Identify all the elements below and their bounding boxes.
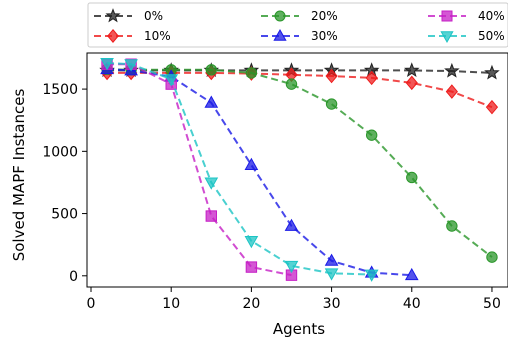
data-point <box>324 253 339 266</box>
data-point <box>245 261 258 273</box>
data-point <box>364 269 379 282</box>
y-tick-label: 0 <box>69 269 78 285</box>
series-line <box>106 61 372 276</box>
legend-marker <box>107 28 119 44</box>
data-point <box>445 84 458 99</box>
series-line <box>107 71 493 109</box>
data-point <box>325 68 338 84</box>
plot-frame <box>86 52 508 288</box>
series-40pct <box>101 58 298 281</box>
series-line <box>106 68 412 277</box>
data-point <box>486 251 498 263</box>
data-point <box>403 62 420 78</box>
legend-marker <box>441 10 453 22</box>
series-20pct <box>101 63 498 263</box>
legend-item: 20% <box>261 9 338 23</box>
data-point <box>444 62 460 78</box>
y-axis-label: Solved MAPF Instances <box>10 89 28 262</box>
data-point <box>285 78 298 90</box>
data-point <box>484 64 500 80</box>
legend-item: 0% <box>94 8 163 23</box>
legend-marker <box>105 8 121 23</box>
data-point <box>365 129 378 141</box>
legend-label: 40% <box>478 9 505 23</box>
x-tick-label: 20 <box>242 296 260 312</box>
x-tick-label: 40 <box>403 296 421 312</box>
data-point <box>245 67 258 79</box>
legend: 0% 10% 20% 30% 40% 50% <box>87 2 508 48</box>
data-point <box>405 75 418 91</box>
legend-label: 10% <box>144 29 171 43</box>
y-tick-label: 1000 <box>42 144 78 160</box>
data-point <box>485 99 499 115</box>
data-point <box>284 218 299 231</box>
legend-label: 30% <box>311 29 338 43</box>
data-point <box>124 59 138 72</box>
legend-item: 10% <box>94 28 171 44</box>
data-point <box>244 157 259 170</box>
legend-label: 20% <box>311 9 338 23</box>
legend-marker <box>273 28 287 41</box>
y-tick-label: 500 <box>51 207 78 223</box>
legend-box <box>87 2 508 48</box>
data-point <box>446 220 458 232</box>
data-point <box>204 177 219 190</box>
data-point <box>244 236 259 249</box>
legend-label: 0% <box>144 9 163 23</box>
x-tick-label: 10 <box>162 296 180 312</box>
y-tick-label: 1500 <box>42 82 78 98</box>
data-point <box>325 98 338 110</box>
legend-label: 50% <box>478 29 505 43</box>
legend-item: 30% <box>261 28 338 43</box>
data-point <box>205 210 217 222</box>
series-line <box>107 63 292 277</box>
legend-item: 40% <box>428 9 505 23</box>
x-tick-label: 50 <box>483 296 501 312</box>
data-point <box>205 64 217 76</box>
data-point <box>324 268 339 281</box>
series-10pct <box>100 65 499 115</box>
data-point <box>284 260 299 274</box>
data-point <box>365 70 378 86</box>
series-50pct <box>100 58 379 282</box>
legend-marker <box>274 10 286 22</box>
series-0pct <box>99 62 500 80</box>
data-point <box>100 58 114 71</box>
x-tick-label: 0 <box>87 296 96 312</box>
x-tick-label: 30 <box>323 296 341 312</box>
data-point <box>404 267 419 281</box>
legend-item: 50% <box>428 29 505 44</box>
legend-marker <box>440 31 454 44</box>
x-axis-label: Agents <box>273 320 325 338</box>
data-point <box>204 95 219 108</box>
data-point <box>164 74 179 87</box>
series-line <box>107 68 493 258</box>
data-point <box>406 171 418 184</box>
